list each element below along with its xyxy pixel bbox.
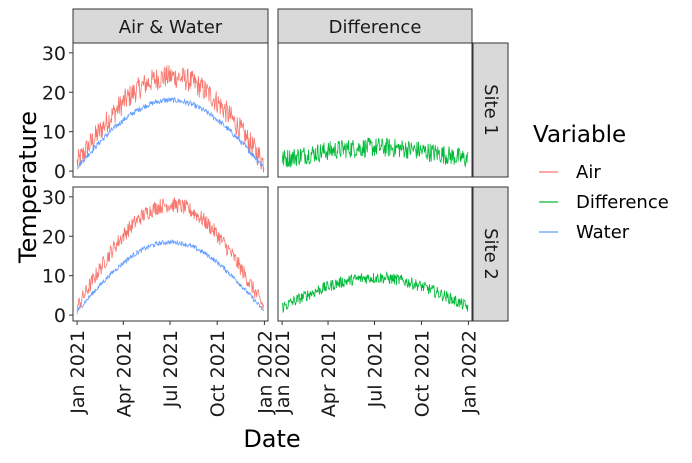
series-line-air: [76, 197, 265, 315]
facet-strip-column: [72, 8, 269, 44]
x-tick-label: Jan 2022: [458, 330, 480, 415]
y-tick-label: 20: [42, 82, 66, 104]
plot-panel: [72, 42, 269, 178]
series-line-water: [76, 239, 265, 312]
y-tick-label: 10: [42, 122, 66, 144]
legend-label: Air: [576, 162, 601, 183]
legend-label: Water: [576, 222, 630, 243]
y-tick-label: 0: [54, 305, 66, 327]
x-tick-label: Jan 2022: [254, 330, 276, 415]
plot-panel: [277, 186, 473, 322]
facet-strip-column: [277, 8, 473, 44]
y-tick-label: 30: [42, 43, 66, 65]
y-axis-title: Temperature: [14, 111, 42, 264]
x-tick-label: Apr 2021: [113, 330, 135, 417]
series-line-air: [76, 65, 265, 173]
plot-panel: [72, 186, 269, 322]
y-tick-label: 20: [42, 226, 66, 248]
series-line-water: [76, 96, 265, 170]
x-tick-label: Apr 2021: [318, 330, 340, 417]
x-tick-label: Jan 2021: [272, 330, 294, 415]
facet-strip-row: [472, 186, 509, 322]
x-tick-label: Jan 2021: [67, 330, 89, 415]
facet-strip-row: [472, 42, 509, 178]
series-line-difference: [281, 270, 469, 314]
facet-strip-label: Site 2: [480, 228, 501, 280]
facet-strip-label: Air & Water: [119, 17, 223, 38]
x-tick-label: Oct 2021: [207, 330, 229, 417]
x-axis-title: Date: [243, 425, 300, 453]
facet-strip-label: Site 1: [480, 84, 501, 136]
facet-strip-label: Difference: [329, 17, 422, 38]
x-tick-label: Jul 2021: [364, 330, 386, 408]
y-tick-label: 10: [42, 266, 66, 288]
y-tick-label: 0: [54, 161, 66, 183]
legend-title: Variable: [533, 122, 626, 148]
legend-label: Difference: [576, 192, 669, 213]
y-tick-label: 30: [42, 187, 66, 209]
x-tick-label: Oct 2021: [411, 330, 433, 417]
plot-panel: [277, 42, 473, 178]
series-line-difference: [281, 137, 469, 168]
x-tick-label: Jul 2021: [160, 330, 182, 408]
